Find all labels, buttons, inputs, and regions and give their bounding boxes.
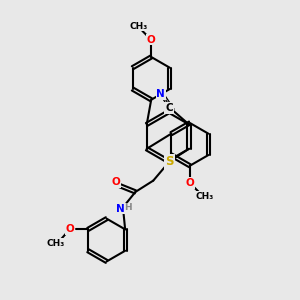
- Text: N: N: [156, 89, 165, 99]
- Text: CH₃: CH₃: [196, 192, 214, 201]
- Text: CH₃: CH₃: [47, 239, 65, 248]
- Text: S: S: [165, 155, 174, 168]
- Text: N: N: [116, 204, 125, 214]
- Text: CH₃: CH₃: [130, 22, 148, 31]
- Text: O: O: [185, 178, 194, 188]
- Text: O: O: [112, 177, 121, 188]
- Text: H: H: [124, 203, 132, 212]
- Text: O: O: [66, 224, 75, 234]
- Text: C: C: [165, 103, 173, 113]
- Text: N: N: [164, 156, 174, 169]
- Text: O: O: [147, 35, 156, 45]
